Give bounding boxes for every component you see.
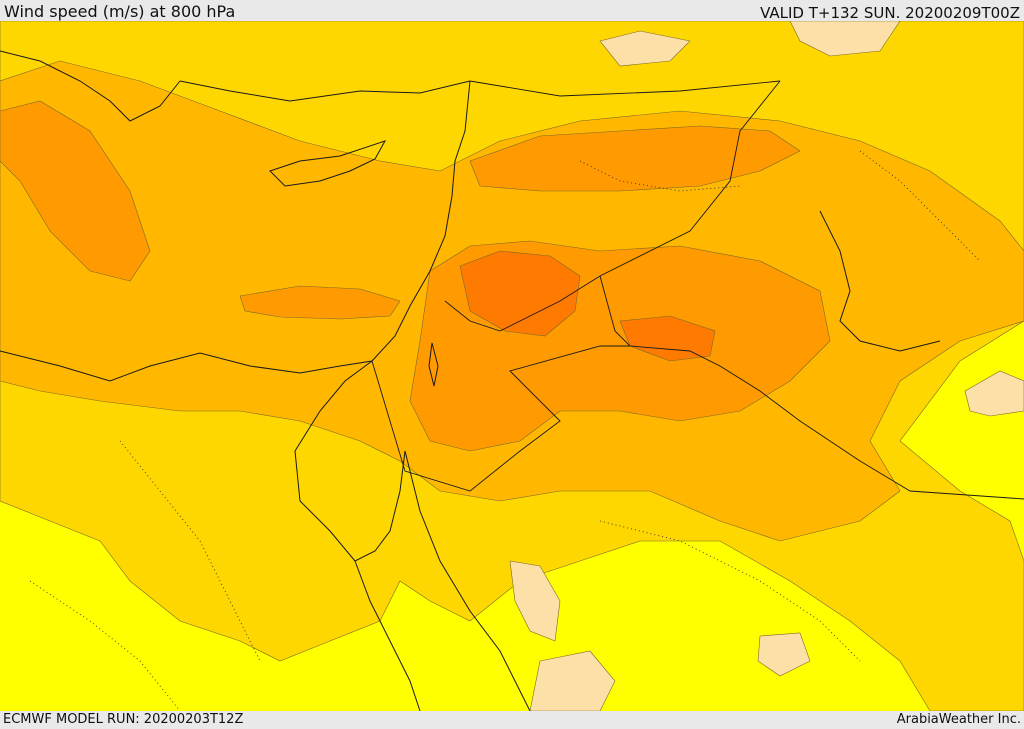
coastline-turkey <box>0 50 471 122</box>
model-run-label: ECMWF MODEL RUN: 20200203T12Z <box>3 712 244 727</box>
map-title: Wind speed (m/s) at 800 hPa <box>4 2 236 21</box>
credit-label: ArabiaWeather Inc. <box>896 712 1021 727</box>
admin-line-5 <box>859 150 981 262</box>
field-light-patch-2 <box>529 650 616 711</box>
coastline-dead-sea <box>428 342 439 387</box>
field-orange-mid <box>239 285 401 320</box>
coastline-gulf-suez <box>294 360 406 562</box>
field-light-patch-6 <box>789 21 901 57</box>
field-light-patch-1 <box>509 560 561 642</box>
border-line-3 <box>499 80 781 332</box>
valid-time: VALID T+132 SUN. 20200209T00Z <box>760 4 1020 22</box>
admin-line-2 <box>119 440 261 662</box>
field-dark-orange-1 <box>459 250 581 337</box>
header-bar: Wind speed (m/s) at 800 hPa VALID T+132 … <box>0 0 1024 22</box>
border-line-4 <box>371 345 630 492</box>
border-line-2 <box>599 275 1024 500</box>
coastline-red-sea-west <box>354 560 421 711</box>
footer-bar: ECMWF MODEL RUN: 20200203T12Z ArabiaWeat… <box>0 711 1024 729</box>
border-line-5 <box>444 300 501 332</box>
field-orange-north <box>469 125 801 192</box>
field-light-patch-3 <box>757 632 811 677</box>
field-orange-west <box>0 100 151 282</box>
coastline-red-sea-east <box>404 450 531 711</box>
wind-speed-map <box>0 21 1024 711</box>
border-line-1 <box>469 80 781 97</box>
field-light-patch-4 <box>964 370 1024 417</box>
admin-line-4 <box>29 580 181 711</box>
field-light-patch-5 <box>599 30 691 67</box>
coastline-cyprus <box>269 140 387 187</box>
coastline-persian-gulf <box>819 210 941 352</box>
